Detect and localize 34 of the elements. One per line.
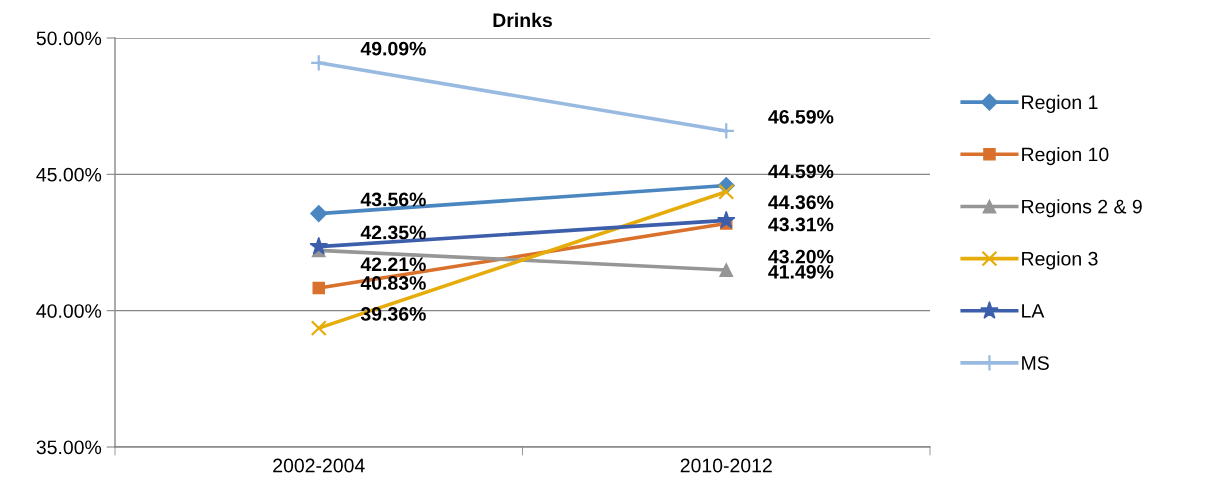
- point: [310, 205, 328, 223]
- data-label: 43.31%: [768, 217, 834, 232]
- point: [310, 320, 327, 337]
- point: [716, 210, 736, 229]
- data-label: 42.21%: [360, 257, 426, 272]
- point: [312, 281, 326, 295]
- data-label: 46.59%: [768, 109, 834, 124]
- data-label: 39.36%: [360, 307, 426, 321]
- data-label: 43.56%: [360, 192, 426, 207]
- data-label: 40.83%: [360, 276, 426, 290]
- legend-label: MS: [1022, 356, 1049, 370]
- y-tick-label: 35.00%: [36, 440, 102, 455]
- data-label: 42.35%: [360, 225, 426, 240]
- data-label: 41.49%: [768, 264, 834, 279]
- legend-label: Region 3: [1022, 251, 1098, 270]
- data-label: 49.09%: [360, 41, 426, 56]
- legend-label: Regions 2 & 9: [1022, 199, 1142, 218]
- legend-label: Region 1: [1022, 94, 1098, 113]
- chart-title: Drinks: [493, 12, 552, 28]
- x-tick-label: 2010-2012: [680, 458, 772, 473]
- point: [309, 236, 329, 255]
- data-label: 43.20%: [768, 249, 834, 264]
- legend-label: LA: [1022, 304, 1045, 318]
- y-tick-label: 40.00%: [36, 304, 102, 318]
- y-tick-label: 45.00%: [36, 167, 102, 182]
- data-label: 44.36%: [768, 195, 834, 210]
- point: [717, 122, 735, 140]
- legend-label: Region 10: [1022, 147, 1109, 166]
- x-tick-label: 2002-2004: [273, 458, 365, 473]
- data-label: 44.59%: [768, 164, 834, 179]
- y-tick-label: 50.00%: [36, 31, 102, 46]
- point: [310, 54, 328, 72]
- point: [719, 263, 734, 277]
- point: [718, 183, 735, 200]
